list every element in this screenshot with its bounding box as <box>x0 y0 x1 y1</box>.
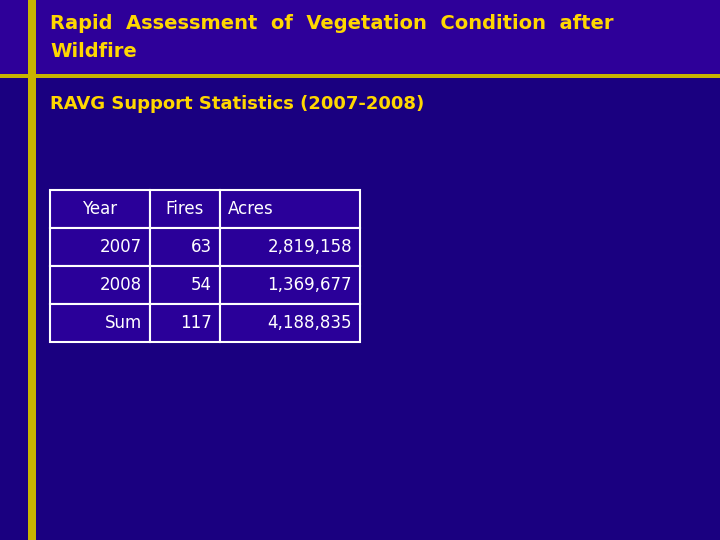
Bar <box>50 228 150 266</box>
Bar <box>50 304 150 342</box>
Text: 54: 54 <box>191 276 212 294</box>
Text: 117: 117 <box>180 314 212 332</box>
Bar <box>28 0 36 540</box>
Bar <box>220 228 360 266</box>
Text: Acres: Acres <box>228 200 274 218</box>
Bar <box>50 266 150 304</box>
Text: 1,369,677: 1,369,677 <box>268 276 352 294</box>
Text: Wildfire: Wildfire <box>50 42 137 61</box>
Bar <box>0 0 720 75</box>
Text: Year: Year <box>82 200 117 218</box>
Bar <box>150 304 220 342</box>
Bar <box>220 304 360 342</box>
Bar <box>150 190 220 228</box>
Text: Rapid  Assessment  of  Vegetation  Condition  after: Rapid Assessment of Vegetation Condition… <box>50 14 613 33</box>
Bar <box>220 190 360 228</box>
Bar <box>0 74 720 78</box>
Bar <box>220 266 360 304</box>
Text: 63: 63 <box>191 238 212 256</box>
Text: RAVG Support Statistics (2007-2008): RAVG Support Statistics (2007-2008) <box>50 95 424 113</box>
Text: Fires: Fires <box>166 200 204 218</box>
Bar <box>150 266 220 304</box>
Text: Sum: Sum <box>104 314 142 332</box>
Text: 2007: 2007 <box>100 238 142 256</box>
Bar <box>150 228 220 266</box>
Text: 4,188,835: 4,188,835 <box>268 314 352 332</box>
Text: 2,819,158: 2,819,158 <box>267 238 352 256</box>
Bar <box>50 190 150 228</box>
Text: 2008: 2008 <box>100 276 142 294</box>
